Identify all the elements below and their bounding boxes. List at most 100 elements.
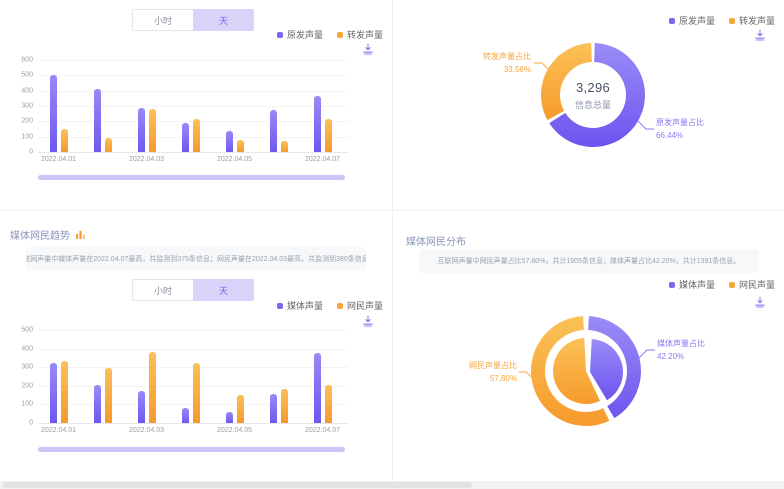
bar-转发声量-2022.04.02[interactable] xyxy=(104,138,112,152)
time-granularity-toggle: 小时 天 xyxy=(132,9,254,31)
x-axis-tick-label: 2022.04.07 xyxy=(304,427,341,434)
toggle-day-button[interactable]: 天 xyxy=(193,9,254,31)
panel-title: 媒体网民分布 xyxy=(406,233,466,248)
legend-item-repost[interactable]: 转发声量 xyxy=(728,14,775,27)
legend-item-repost[interactable]: 转发声量 xyxy=(336,28,383,41)
x-axis-tick-label: 2022.04.05 xyxy=(216,156,253,163)
legend-marker-purple xyxy=(668,17,675,24)
bar-原发声量-2022.04.07[interactable] xyxy=(313,96,321,152)
x-axis-tick-label: 2022.04.01 xyxy=(40,156,77,163)
legend-marker-orange xyxy=(336,302,343,309)
bar-媒体声量-2022.04.04[interactable] xyxy=(181,408,189,423)
gridline xyxy=(38,423,348,424)
download-icon[interactable] xyxy=(754,28,766,41)
legend-item-media[interactable]: 媒体声量 xyxy=(668,278,715,291)
y-axis-tick-label: 400 xyxy=(21,345,33,353)
total-count: 3,296 xyxy=(575,80,611,95)
legend-marker-orange xyxy=(728,281,735,288)
panel-title-text: 媒体网民趋势 xyxy=(10,231,70,242)
bar-媒体声量-2022.04.05[interactable] xyxy=(225,411,233,423)
bar-转发声量-2022.04.01[interactable] xyxy=(60,129,68,152)
download-icon[interactable] xyxy=(754,295,766,308)
bar-媒体声量-2022.04.03[interactable] xyxy=(137,391,145,423)
legend-item-origin[interactable]: 原发声量 xyxy=(668,14,715,27)
legend-label: 网民声量 xyxy=(738,280,775,290)
bar-原发声量-2022.04.04[interactable] xyxy=(181,122,189,152)
bar-转发声量-2022.04.05[interactable] xyxy=(236,139,244,152)
panel-origin-repost-trend: 小时 天 原发声量 转发声量 0 100 200 300 400 500 600 2022.0… xyxy=(0,0,392,210)
bar-原发声量-2022.04.05[interactable] xyxy=(225,131,233,152)
chart-datazoom-scrollbar[interactable] xyxy=(38,447,345,452)
bar-转发声量-2022.04.07[interactable] xyxy=(324,119,332,152)
bar-网民声量-2022.04.03[interactable] xyxy=(148,352,156,423)
legend-item-netizen[interactable]: 网民声量 xyxy=(728,278,775,291)
ring-segment-网民声量占比[interactable] xyxy=(531,316,610,426)
legend-item-origin[interactable]: 原发声量 xyxy=(276,28,323,41)
horizontal-scrollbar[interactable] xyxy=(0,481,784,489)
toggle-day-button[interactable]: 天 xyxy=(193,279,254,301)
bar-网民声量-2022.04.06[interactable] xyxy=(280,388,288,423)
donut-chart-origin-repost xyxy=(534,43,654,147)
bar-原发声量-2022.04.02[interactable] xyxy=(93,89,101,152)
bar-转发声量-2022.04.06[interactable] xyxy=(280,141,288,152)
summary-text: 互联网声量中媒体声量在2022.04.07最高，共监测到375条信息；网民声量在… xyxy=(26,247,366,271)
label-leader-line-purple xyxy=(638,349,655,359)
bar-媒体声量-2022.04.02[interactable] xyxy=(93,384,101,423)
x-axis-tick-label: 2022.04.03 xyxy=(128,156,165,163)
pie-slice-网民声量占比[interactable] xyxy=(553,338,600,404)
x-axis-tick-label: 2022.04.05 xyxy=(216,427,253,434)
legend-label: 媒体声量 xyxy=(286,301,323,311)
y-axis-tick-label: 600 xyxy=(21,56,33,64)
bar-转发声量-2022.04.04[interactable] xyxy=(192,119,200,152)
toggle-hour-button[interactable]: 小时 xyxy=(132,279,193,301)
legend-marker-orange xyxy=(336,31,343,38)
donut-segment-原发声量占比[interactable] xyxy=(549,43,645,147)
slice-label-media: 媒体声量占比 42.20% xyxy=(657,337,705,363)
bar-chart-origin-repost: 0 100 200 300 400 500 600 2022.04.01 2022.04.03 2… xyxy=(21,57,348,163)
bar-网民声量-2022.04.01[interactable] xyxy=(60,360,68,423)
bar-原发声量-2022.04.01[interactable] xyxy=(49,74,57,152)
x-axis-tick-label: 2022.04.07 xyxy=(304,156,341,163)
toggle-hour-button[interactable]: 小时 xyxy=(132,9,193,31)
bar-原发声量-2022.04.06[interactable] xyxy=(269,109,277,152)
slice-label-name: 原发声量占比 xyxy=(656,118,704,127)
pie-slice-媒体声量占比[interactable] xyxy=(590,339,623,401)
bar-转发声量-2022.04.03[interactable] xyxy=(148,109,156,152)
bar-媒体声量-2022.04.06[interactable] xyxy=(269,394,277,423)
download-icon[interactable] xyxy=(362,42,374,55)
bar-媒体声量-2022.04.01[interactable] xyxy=(49,363,57,423)
gridline xyxy=(38,330,348,331)
gridline xyxy=(38,90,348,92)
chart-legend: 媒体声量 网民声量 xyxy=(668,278,775,291)
bar-网民声量-2022.04.04[interactable] xyxy=(192,362,200,423)
slice-label-percent: 33.56% xyxy=(503,65,531,74)
total-label: 信息总量 xyxy=(574,100,611,110)
ring-segment-媒体声量占比[interactable] xyxy=(588,316,641,419)
legend-item-netizen[interactable]: 网民声量 xyxy=(336,299,383,312)
bar-网民声量-2022.04.05[interactable] xyxy=(236,395,244,423)
slice-label-origin: 原发声量占比 66.44% xyxy=(656,116,704,142)
legend-marker-orange xyxy=(728,17,735,24)
bar-网民声量-2022.04.07[interactable] xyxy=(324,384,332,423)
legend-label: 转发声量 xyxy=(738,16,775,26)
legend-label: 媒体声量 xyxy=(678,280,715,290)
legend-item-media[interactable]: 媒体声量 xyxy=(276,299,323,312)
bar-chart-media-netizen: 0 100 200 300 400 500 2022.04.01 2022.04.03 2022… xyxy=(21,327,348,434)
download-icon[interactable] xyxy=(362,314,374,327)
y-axis-tick-label: 200 xyxy=(21,117,33,125)
bar-网民声量-2022.04.02[interactable] xyxy=(104,368,112,423)
y-axis-tick-label: 500 xyxy=(21,71,33,79)
legend-marker-purple xyxy=(668,281,675,288)
x-axis-tick-label: 2022.04.01 xyxy=(40,427,77,434)
y-axis-tick-label: 100 xyxy=(21,133,33,141)
slice-label-percent: 42.20% xyxy=(657,352,685,361)
legend-marker-purple xyxy=(276,302,283,309)
bar-媒体声量-2022.04.07[interactable] xyxy=(313,353,321,423)
donut-segment-转发声量占比[interactable] xyxy=(541,43,592,121)
chart-datazoom-scrollbar[interactable] xyxy=(38,175,345,180)
y-axis-tick-label: 200 xyxy=(21,382,33,390)
gridline xyxy=(38,152,348,153)
bar-原发声量-2022.04.03[interactable] xyxy=(137,108,145,152)
horizontal-scrollbar-thumb[interactable] xyxy=(2,482,472,488)
y-axis-tick-label: 400 xyxy=(21,87,33,95)
